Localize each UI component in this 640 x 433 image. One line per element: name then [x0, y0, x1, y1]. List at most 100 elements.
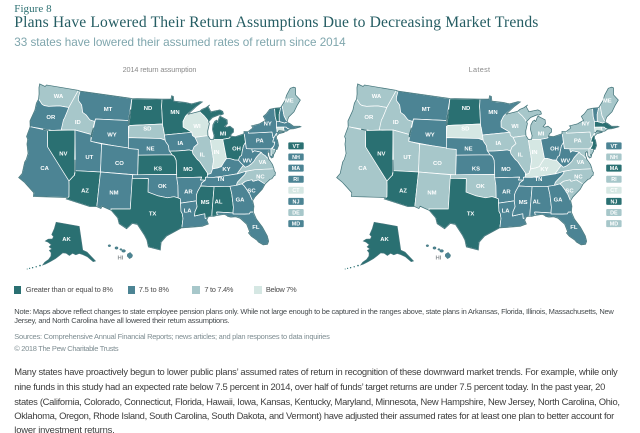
svg-text:SD: SD	[461, 127, 469, 133]
svg-text:NY: NY	[264, 122, 272, 128]
svg-text:CO: CO	[433, 161, 442, 167]
svg-text:MS: MS	[201, 200, 210, 206]
svg-text:IN: IN	[532, 150, 538, 156]
svg-text:WV: WV	[561, 159, 571, 165]
svg-text:MO: MO	[501, 167, 511, 173]
svg-text:NH: NH	[292, 155, 300, 161]
svg-text:IL: IL	[200, 153, 206, 159]
svg-text:HI: HI	[436, 255, 442, 261]
svg-text:CA: CA	[40, 166, 49, 172]
svg-text:NV: NV	[59, 151, 67, 157]
svg-text:MA: MA	[292, 166, 300, 172]
svg-text:MD: MD	[292, 222, 300, 228]
svg-text:SC: SC	[247, 188, 256, 194]
svg-text:AZ: AZ	[399, 189, 407, 195]
svg-text:WA: WA	[372, 94, 382, 100]
svg-text:IL: IL	[518, 153, 524, 159]
svg-text:UT: UT	[403, 155, 411, 161]
svg-text:AL: AL	[215, 200, 223, 206]
svg-text:AZ: AZ	[81, 189, 89, 195]
svg-text:MN: MN	[170, 110, 179, 116]
svg-text:GA: GA	[554, 198, 564, 204]
svg-text:VT: VT	[610, 144, 618, 150]
svg-text:NE: NE	[146, 146, 154, 152]
svg-text:CT: CT	[292, 188, 300, 194]
svg-text:ND: ND	[462, 106, 471, 112]
svg-text:SD: SD	[143, 127, 151, 133]
svg-text:ME: ME	[285, 99, 294, 105]
svg-text:VA: VA	[577, 160, 585, 166]
svg-text:NJ: NJ	[610, 199, 617, 205]
svg-text:OH: OH	[550, 147, 559, 153]
svg-text:TN: TN	[535, 177, 543, 183]
svg-text:CO: CO	[115, 161, 124, 167]
svg-text:HI: HI	[118, 255, 124, 261]
svg-text:MT: MT	[422, 107, 431, 113]
svg-text:WV: WV	[243, 159, 253, 165]
svg-text:AL: AL	[533, 200, 541, 206]
svg-text:AK: AK	[62, 237, 71, 243]
svg-text:ND: ND	[144, 106, 153, 112]
svg-text:MS: MS	[519, 200, 528, 206]
svg-text:WA: WA	[54, 94, 64, 100]
svg-text:MD: MD	[610, 222, 618, 228]
svg-text:TX: TX	[467, 211, 475, 217]
svg-text:RI: RI	[293, 177, 299, 183]
svg-text:NE: NE	[464, 146, 472, 152]
svg-text:WY: WY	[425, 132, 435, 138]
svg-text:RI: RI	[611, 177, 617, 183]
svg-text:KS: KS	[472, 167, 480, 173]
svg-text:NM: NM	[427, 191, 436, 197]
svg-text:GA: GA	[236, 198, 246, 204]
svg-text:DE: DE	[610, 210, 618, 216]
svg-text:MN: MN	[488, 110, 497, 116]
svg-text:TN: TN	[217, 177, 225, 183]
svg-text:LA: LA	[502, 209, 511, 215]
svg-text:TX: TX	[149, 211, 157, 217]
svg-text:VA: VA	[259, 160, 267, 166]
svg-text:LA: LA	[184, 209, 193, 215]
svg-text:FL: FL	[252, 225, 260, 231]
svg-text:NH: NH	[610, 155, 618, 161]
svg-text:AK: AK	[380, 237, 389, 243]
svg-text:IA: IA	[496, 141, 503, 147]
svg-text:KY: KY	[540, 167, 548, 173]
svg-text:CT: CT	[610, 188, 618, 194]
svg-text:MI: MI	[220, 132, 227, 138]
svg-text:AR: AR	[502, 189, 511, 195]
svg-text:PA: PA	[256, 139, 264, 145]
svg-text:OH: OH	[232, 147, 241, 153]
svg-text:PA: PA	[574, 139, 582, 145]
svg-text:MI: MI	[538, 132, 545, 138]
svg-text:NC: NC	[256, 175, 265, 181]
svg-text:IA: IA	[178, 141, 185, 147]
svg-text:WI: WI	[511, 124, 519, 130]
svg-text:SC: SC	[565, 188, 574, 194]
svg-text:NV: NV	[377, 151, 385, 157]
svg-text:IN: IN	[214, 150, 220, 156]
svg-text:NY: NY	[582, 122, 590, 128]
svg-text:ID: ID	[393, 120, 399, 126]
svg-text:WI: WI	[193, 124, 201, 130]
svg-text:UT: UT	[85, 155, 93, 161]
svg-text:NJ: NJ	[293, 199, 300, 205]
svg-text:OR: OR	[46, 115, 56, 121]
svg-text:KS: KS	[154, 167, 162, 173]
svg-text:ID: ID	[75, 120, 81, 126]
svg-text:OR: OR	[364, 115, 374, 121]
svg-text:OK: OK	[158, 184, 168, 190]
svg-text:DE: DE	[292, 210, 300, 216]
svg-text:CA: CA	[358, 166, 367, 172]
svg-text:WY: WY	[107, 132, 117, 138]
svg-text:VT: VT	[293, 144, 301, 150]
svg-text:ME: ME	[603, 99, 612, 105]
svg-text:MO: MO	[183, 167, 193, 173]
svg-text:MT: MT	[104, 107, 113, 113]
svg-text:KY: KY	[222, 167, 230, 173]
svg-text:NM: NM	[109, 191, 118, 197]
svg-text:FL: FL	[570, 225, 578, 231]
svg-text:MA: MA	[610, 166, 618, 172]
svg-text:AR: AR	[184, 189, 193, 195]
svg-text:NC: NC	[574, 175, 583, 181]
svg-text:OK: OK	[476, 184, 486, 190]
